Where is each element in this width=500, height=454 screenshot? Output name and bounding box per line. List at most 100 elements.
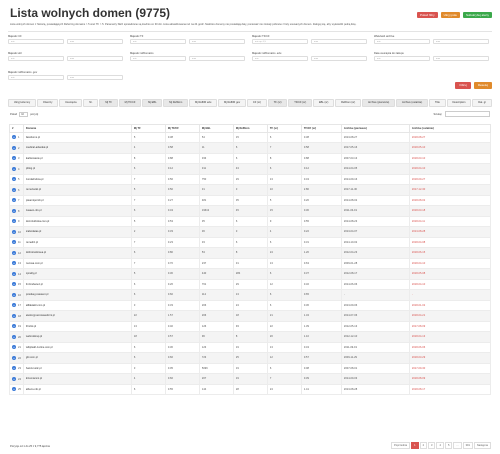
table-row[interactable]: +23 hand-rustic.pl 3 0.05 5096 19 6 0.08 2007-08… bbox=[9, 362, 492, 374]
filter-min-input[interactable]: min bbox=[374, 39, 430, 44]
row-number-cell[interactable]: +6 bbox=[9, 184, 24, 196]
expand-icon[interactable]: + bbox=[12, 208, 16, 213]
tab-refdom-sr[interactable]: RefDom (sr) bbox=[335, 99, 362, 107]
row-number-cell[interactable]: +9 bbox=[9, 215, 24, 227]
expand-icon[interactable]: + bbox=[12, 355, 16, 360]
row-number-cell[interactable]: +1 bbox=[9, 131, 24, 143]
table-row[interactable]: +13 nucosa.com.pl 7 0.70 237 31 13 0.63 2009-01-… bbox=[9, 257, 492, 269]
col-nr[interactable]: # bbox=[9, 124, 24, 133]
table-row[interactable]: +7 pisanniporoh.pl 7 0.27 481 35 5 0.20 2014-08-… bbox=[9, 194, 492, 206]
filter-min-input[interactable]: min bbox=[8, 39, 64, 44]
filter-max-input[interactable]: max bbox=[433, 56, 489, 61]
col-mj-ebl[interactable]: Mj EBL bbox=[198, 124, 234, 133]
table-row[interactable]: +20 webnotkrap.pl 18 0.57 96 8 20 1.10 2012-12-1… bbox=[9, 331, 492, 343]
expand-icon[interactable]: + bbox=[12, 166, 16, 171]
filter-max-input[interactable]: max bbox=[433, 39, 489, 44]
expand-icon[interactable]: + bbox=[12, 135, 16, 140]
expand-icon[interactable]: + bbox=[12, 271, 16, 276]
table-row[interactable]: +14 cpraiity.pl 5 0.30 440 284 6 0.37 2012-08-17… bbox=[9, 268, 492, 280]
filter-max-input[interactable]: max bbox=[67, 75, 123, 80]
page-button[interactable]: 5 bbox=[444, 442, 453, 449]
tab-refdr-gov[interactable]: Mj RefDR gov bbox=[218, 99, 247, 107]
row-number-cell[interactable]: +12 bbox=[9, 247, 24, 259]
table-row[interactable]: +19 frimlist.pl 13 0.40 126 93 22 1.39 2012-05-1… bbox=[9, 320, 492, 332]
row-number-cell[interactable]: +10 bbox=[9, 226, 24, 238]
col-mj-tfcf[interactable]: Mj TF/CF bbox=[164, 124, 200, 133]
expand-icon[interactable]: + bbox=[12, 334, 16, 339]
filter-min-input[interactable]: min bbox=[130, 39, 186, 44]
row-number-cell[interactable]: +21 bbox=[9, 341, 24, 353]
col-archive-last[interactable]: Archive (ostatnie) bbox=[408, 124, 492, 133]
table-row[interactable]: +17 allfaktakir.com.pl 3 0.33 206 24 6 0.36 2013… bbox=[9, 299, 492, 311]
filter-min-input[interactable]: min bbox=[374, 56, 430, 61]
expand-icon[interactable]: + bbox=[12, 229, 16, 234]
expand-icon[interactable]: + bbox=[12, 177, 16, 182]
table-row[interactable]: +15 fmCrabanez.pl 6 0.26 761 29 12 0.32 2014-06-… bbox=[9, 278, 492, 290]
tab-title[interactable]: Title bbox=[429, 99, 446, 107]
expand-icon[interactable]: + bbox=[12, 387, 16, 392]
tab-refdr-edu[interactable]: Mj RefDR edu bbox=[189, 99, 218, 107]
row-number-cell[interactable]: +8 bbox=[9, 205, 24, 217]
page-length-select[interactable]: 10 bbox=[19, 112, 29, 117]
table-row[interactable]: +1 faceboms.pl 5 0.38 54 15 6 0.38 2013-08-27 201… bbox=[9, 131, 492, 143]
show-filters-button[interactable]: Pokaż filtry bbox=[416, 12, 438, 18]
col-tf-sr[interactable]: TF (sr) bbox=[266, 124, 302, 133]
row-number-cell[interactable]: +17 bbox=[9, 299, 24, 311]
filter-button[interactable]: Filtruj bbox=[455, 82, 471, 89]
page-button[interactable]: 1 bbox=[411, 442, 419, 449]
next-page-button[interactable]: Następna bbox=[473, 442, 491, 449]
filter-min-input[interactable]: min bbox=[8, 75, 64, 80]
table-row[interactable]: +10 icabodatas.pl 2 0.33 36 3 4 0.22 2013-04-07 2… bbox=[9, 226, 492, 238]
table-row[interactable]: +12 dobroitudorsea.pl 6 0.80 53 8 24 1.20 2012-0… bbox=[9, 247, 492, 259]
expand-icon[interactable]: + bbox=[12, 313, 16, 318]
table-row[interactable]: +24 krzemianmi.pl 4 0.66 207 19 7 0.39 2014-09-0… bbox=[9, 373, 492, 385]
expand-icon[interactable]: + bbox=[12, 187, 16, 192]
tab-deleted[interactable]: Usunięcia bbox=[59, 99, 83, 107]
row-number-cell[interactable]: +23 bbox=[9, 362, 24, 374]
row-number-cell[interactable]: +24 bbox=[9, 373, 24, 385]
table-row[interactable]: +4 pblog.pl 6 0.12 311 43 6 0.12 2014-04-05 2018-… bbox=[9, 163, 492, 175]
tab-cf-sr[interactable]: CF (sr) bbox=[247, 99, 267, 107]
row-number-cell[interactable]: +25 bbox=[9, 383, 24, 395]
page-button[interactable]: 4 bbox=[436, 442, 444, 449]
row-number-cell[interactable]: +16 bbox=[9, 289, 24, 301]
row-number-cell[interactable]: +20 bbox=[9, 331, 24, 343]
expand-icon[interactable]: + bbox=[12, 292, 16, 297]
expand-icon[interactable]: + bbox=[12, 240, 16, 245]
filter-min-input[interactable]: min bbox=[130, 56, 186, 61]
tab-open[interactable]: Otworzy bbox=[37, 99, 59, 107]
row-number-cell[interactable]: +22 bbox=[9, 352, 24, 364]
table-row[interactable]: +6 remurtanki.pl 5 0.50 31 3 10 2.80 2017-11-30 2… bbox=[9, 184, 492, 196]
expand-icon[interactable]: + bbox=[12, 282, 16, 287]
subscribe-alerts-button[interactable]: Subskrybuj alerty bbox=[462, 12, 492, 18]
tab-mj-refdom[interactable]: Mj RefDom bbox=[163, 99, 189, 107]
tab-archive-last[interactable]: Archive (ostatnie) bbox=[396, 99, 429, 107]
filter-min-input[interactable]: min bbox=[8, 56, 64, 61]
row-number-cell[interactable]: +3 bbox=[9, 152, 24, 164]
table-row[interactable]: +5 zondalzubna.pl 7 0.56 750 29 13 0.43 2014-09-… bbox=[9, 173, 492, 185]
row-number-cell[interactable]: +19 bbox=[9, 320, 24, 332]
filter-max-input[interactable]: max bbox=[311, 39, 367, 44]
row-number-cell[interactable]: +18 bbox=[9, 310, 24, 322]
filter-min-input[interactable]: min np. 0,5 bbox=[252, 39, 308, 44]
row-number-cell[interactable]: +7 bbox=[9, 194, 24, 206]
tab-tfcf-sr[interactable]: TF/CF (sr) bbox=[288, 99, 313, 107]
row-number-cell[interactable]: +5 bbox=[9, 173, 24, 185]
row-number-cell[interactable]: +11 bbox=[9, 236, 24, 248]
expand-icon[interactable]: + bbox=[12, 145, 16, 150]
expand-icon[interactable]: + bbox=[12, 376, 16, 381]
expand-icon[interactable]: + bbox=[12, 198, 16, 203]
table-row[interactable]: +25 albuco-nfo.pl 6 0.55 144 28 24 1.41 2013-08-… bbox=[9, 383, 492, 395]
row-number-cell[interactable]: +14 bbox=[9, 268, 24, 280]
filter-min-input[interactable]: min bbox=[252, 56, 308, 61]
expand-icon[interactable]: + bbox=[12, 156, 16, 161]
table-row[interactable]: +21 wlbplsaft-zuzine.com.pl 6 0.30 123 19 13 0.… bbox=[9, 341, 492, 353]
tab-hide-columns[interactable]: Ukryj kolumny bbox=[8, 99, 37, 107]
filter-max-input[interactable]: max bbox=[67, 56, 123, 61]
page-button[interactable]: 3 bbox=[428, 442, 436, 449]
table-row[interactable]: +3 kartkowanie.pl 8 0.88 333 6 8 0.88 2007-03-13… bbox=[9, 152, 492, 164]
row-number-cell[interactable]: +15 bbox=[9, 278, 24, 290]
filter-max-input[interactable]: max bbox=[311, 56, 367, 61]
table-row[interactable]: +11 remediz.pl 7 0.23 33 6 6 0.31 2014-10-02 2018… bbox=[9, 236, 492, 248]
col-domain[interactable]: Domena bbox=[22, 124, 132, 133]
